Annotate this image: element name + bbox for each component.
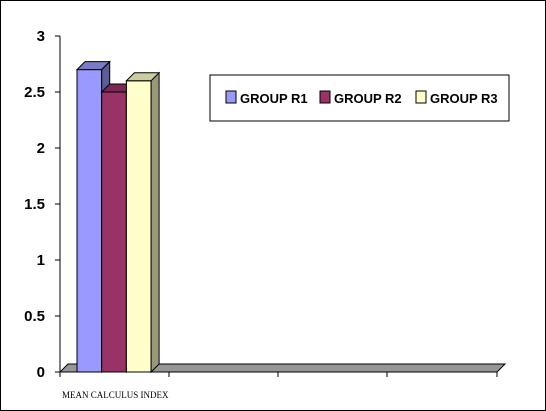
bar-3 xyxy=(125,71,161,374)
y-tick-label: 3 xyxy=(37,28,45,45)
y-tick-label: 0 xyxy=(37,364,45,381)
bar-front xyxy=(76,69,103,373)
y-tick-label: 0.5 xyxy=(24,308,45,325)
legend-swatch xyxy=(225,90,237,104)
legend-swatch xyxy=(415,90,427,104)
y-tick-label: 2.5 xyxy=(24,84,45,101)
bar-side xyxy=(150,71,160,374)
legend-label: GROUP R1 xyxy=(240,91,308,106)
legend-box xyxy=(209,74,510,122)
y-tick-label: 1.5 xyxy=(24,196,45,213)
category-label: MEAN CALCULUS INDEX xyxy=(62,390,169,400)
legend: GROUP R1 GROUP R2 GROUP R3 xyxy=(209,74,510,122)
legend-swatch xyxy=(319,90,331,104)
bar-front xyxy=(101,91,127,373)
legend-label: GROUP R3 xyxy=(430,91,498,106)
y-tick-label: 2 xyxy=(37,140,45,157)
y-tick-label: 1 xyxy=(37,252,45,269)
legend-label: GROUP R2 xyxy=(334,91,402,106)
bar-front xyxy=(125,80,152,373)
